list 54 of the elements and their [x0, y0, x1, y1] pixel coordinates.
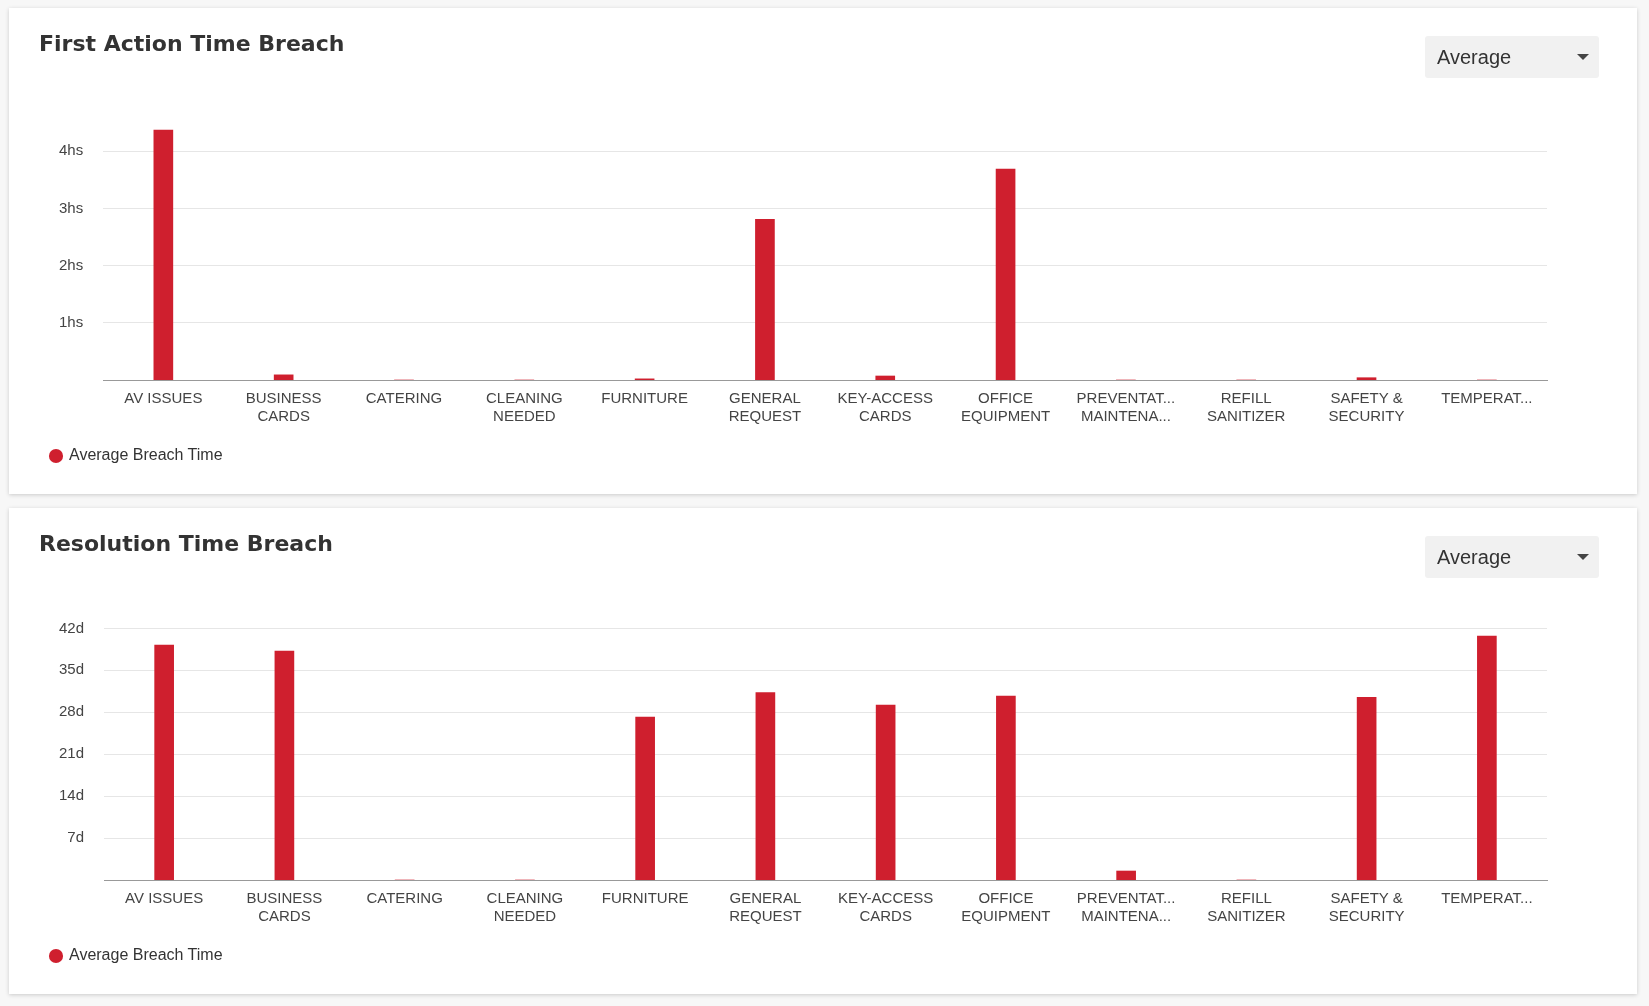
x-tick-label: KEY-ACCESS CARDS	[837, 389, 933, 425]
x-tick-label: KEY-ACCESS CARDS	[837, 889, 934, 925]
x-tick-label: REFILL SANITIZER	[1207, 889, 1286, 925]
x-tick-label: PREVENTAT... MAINTENA...	[1076, 889, 1176, 925]
x-tick-label: TEMPERAT...	[1441, 389, 1533, 407]
x-tick-label: REFILL SANITIZER	[1207, 389, 1286, 425]
bar	[875, 704, 896, 880]
x-tick-label: CLEANING NEEDED	[486, 889, 564, 925]
x-tick-label: FURNITURE	[601, 889, 689, 907]
y-tick-label: 2hs	[59, 255, 84, 273]
x-tick-label: AV ISSUES	[125, 889, 204, 907]
bar	[1356, 377, 1377, 380]
x-tick-label: SAFETY & SECURITY	[1328, 889, 1405, 925]
text: Average	[1425, 536, 1599, 578]
bar	[154, 644, 174, 880]
x-tick-label: GENERAL REQUEST	[729, 889, 802, 925]
bar	[1477, 635, 1497, 880]
x-tick-label: CLEANING NEEDED	[485, 389, 563, 425]
bar	[995, 168, 1016, 380]
x-tick-label: CATERING	[365, 389, 443, 407]
x-tick-label: OFFICE EQUIPMENT	[960, 389, 1051, 425]
y-tick-label: 14d	[59, 786, 85, 804]
x-tick-label: CATERING	[366, 889, 443, 907]
x-tick-label: BUSINESS CARDS	[246, 889, 323, 925]
legend-label: Average Breach Time	[69, 446, 223, 464]
y-tick-label: 35d	[59, 660, 85, 678]
chart-title: Resolution Time Breach	[39, 530, 333, 556]
y-tick-label: 4hs	[59, 141, 84, 159]
x-tick-label: TEMPERAT...	[1441, 889, 1533, 907]
x-tick-label: SAFETY & SECURITY	[1328, 389, 1405, 425]
x-tick-label: OFFICE EQUIPMENT	[961, 889, 1051, 925]
y-tick-label: 28d	[59, 702, 85, 720]
bar	[153, 129, 174, 380]
x-tick-label: GENERAL REQUEST	[728, 389, 802, 425]
y-tick-label: 3hs	[59, 198, 84, 216]
x-tick-label: AV ISSUES	[124, 389, 203, 407]
y-tick-label: 7d	[67, 828, 85, 846]
y-tick-label: 21d	[59, 744, 85, 762]
x-tick-label: FURNITURE	[601, 389, 688, 407]
bar	[635, 716, 655, 880]
chart-title: First Action Time Breach	[39, 30, 345, 56]
bar	[996, 695, 1016, 880]
x-tick-label: PREVENTAT... MAINTENA...	[1076, 389, 1176, 425]
bar	[274, 650, 295, 880]
bar	[755, 218, 775, 380]
legend-label: Average Breach Time	[69, 946, 223, 964]
bar	[1116, 870, 1136, 880]
y-tick-label: 1hs	[59, 312, 84, 330]
bar	[875, 375, 896, 380]
bar	[1356, 696, 1377, 880]
bar	[755, 692, 776, 880]
x-tick-label: BUSINESS CARDS	[245, 389, 322, 425]
text: Average	[1425, 36, 1599, 78]
y-tick-label: 42d	[59, 618, 85, 636]
